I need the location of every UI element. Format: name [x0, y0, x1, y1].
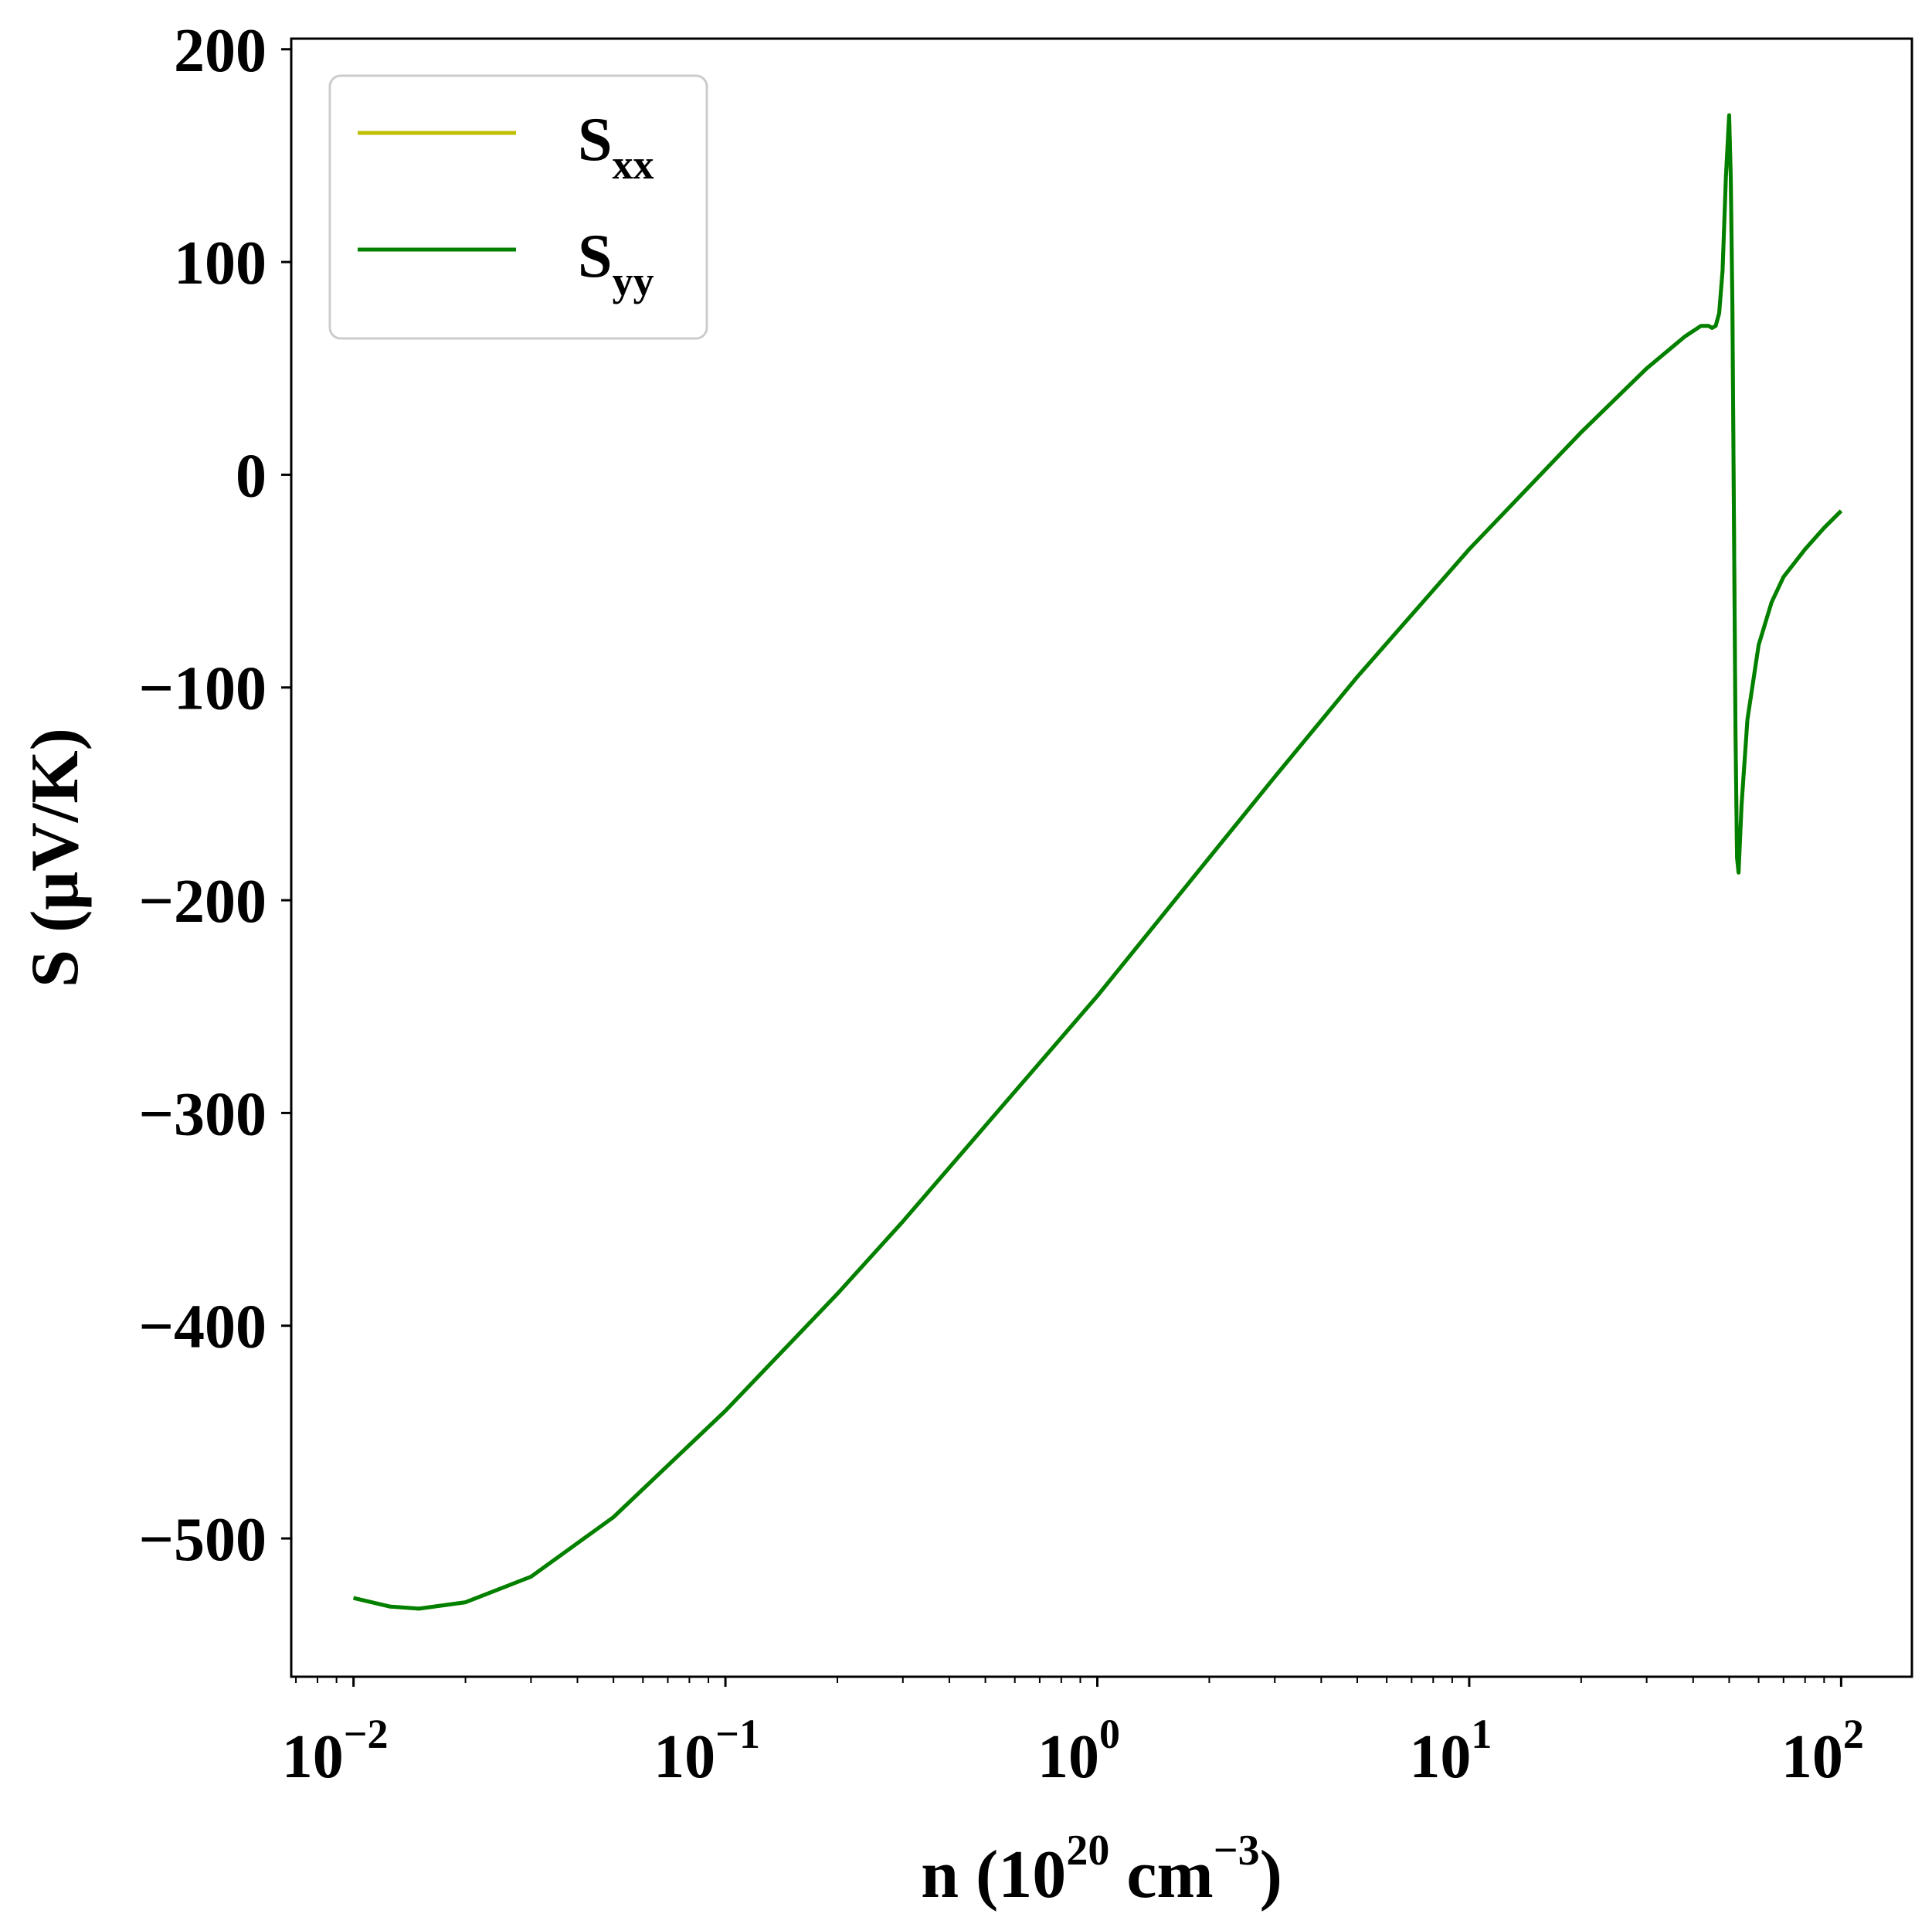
y-tick-label: 200 [174, 17, 267, 85]
x-tick-label: 101 [1409, 1711, 1492, 1791]
series-line-yy [353, 113, 1843, 1611]
y-tick-label: −400 [138, 1293, 267, 1361]
y-tick-label: −200 [138, 868, 267, 936]
legend: Sxx Syy [328, 74, 708, 340]
x-tick-label: 10−1 [654, 1711, 760, 1791]
legend-box [328, 74, 708, 340]
x-tick-label: 102 [1781, 1711, 1864, 1791]
y-tick-label: 100 [174, 229, 267, 297]
legend-label-sxx: Sxx [578, 106, 654, 188]
y-tick-label: −500 [138, 1506, 267, 1574]
legend-label-syy: Syy [578, 223, 654, 304]
y-tick-label: 0 [236, 442, 267, 510]
y-tick-label: −100 [138, 655, 267, 723]
x-tick-label: 10−2 [282, 1711, 389, 1791]
y-tick-label: −300 [138, 1080, 267, 1148]
series-lines [353, 113, 1843, 1611]
x-axis-label: n (1020 cm−3) [921, 1827, 1282, 1912]
y-axis-ticks: 200 100 0 −100 −200 −300 −400 −500 [138, 17, 291, 1574]
x-tick-label: 100 [1037, 1711, 1120, 1791]
x-axis-ticks: 10−2 10−1 100 101 102 [282, 1677, 1864, 1791]
y-axis-label: S (μV/K) [18, 728, 93, 987]
